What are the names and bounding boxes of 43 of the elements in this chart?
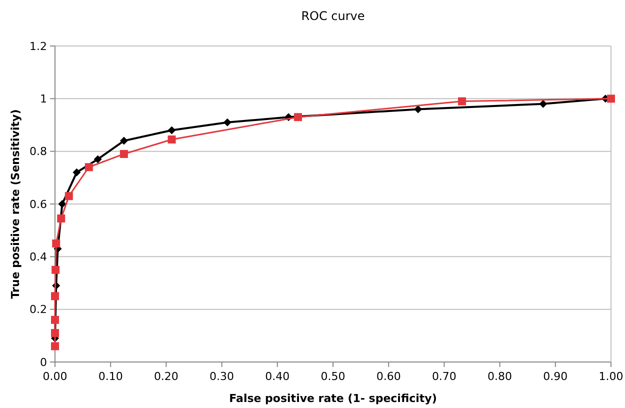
point bbox=[57, 214, 66, 222]
x-axis-title: False positive rate (1- specificity) bbox=[229, 392, 437, 405]
y-axis-title: True positive rate (Sensitivity) bbox=[9, 109, 22, 299]
point bbox=[94, 155, 102, 164]
x-tick-label: 0.60 bbox=[376, 370, 401, 383]
x-tick-label: 1.00 bbox=[598, 370, 624, 383]
point bbox=[223, 118, 232, 126]
chart-title: ROC curve bbox=[301, 9, 365, 23]
y-tick-label: 0 bbox=[40, 356, 47, 369]
point bbox=[168, 135, 176, 144]
y-tick-label: 0.2 bbox=[30, 303, 47, 316]
y-tick-label: 1 bbox=[40, 92, 47, 106]
point bbox=[64, 192, 73, 200]
point bbox=[607, 94, 615, 103]
x-tick-label: 0.00 bbox=[42, 370, 68, 383]
point bbox=[120, 150, 128, 158]
x-tick-label: 0.20 bbox=[154, 370, 178, 383]
point bbox=[168, 126, 176, 134]
point bbox=[51, 316, 59, 324]
point bbox=[51, 292, 59, 300]
point bbox=[58, 200, 66, 208]
point bbox=[84, 163, 93, 172]
point bbox=[294, 113, 302, 122]
x-tick-label: 0.30 bbox=[210, 370, 234, 383]
x-tick-label: 0.70 bbox=[432, 370, 456, 383]
point bbox=[120, 136, 128, 145]
y-tick-label: 0.6 bbox=[30, 198, 47, 211]
y-tick-label: 0.8 bbox=[30, 145, 47, 158]
point bbox=[51, 342, 59, 350]
point bbox=[539, 100, 548, 108]
point bbox=[458, 97, 466, 106]
point bbox=[414, 105, 422, 114]
x-tick-label: 0.40 bbox=[265, 370, 290, 383]
y-tick-label: 0.4 bbox=[30, 250, 47, 264]
x-tick-label: 0.50 bbox=[320, 370, 346, 383]
point bbox=[52, 266, 60, 274]
x-tick-label: 0.80 bbox=[488, 370, 512, 383]
x-tick-label: 0.90 bbox=[543, 370, 568, 383]
point bbox=[51, 329, 59, 338]
y-tick-label: 1.2 bbox=[30, 40, 47, 53]
point bbox=[52, 240, 60, 248]
point bbox=[72, 168, 81, 176]
x-tick-label: 0.10 bbox=[98, 370, 123, 383]
